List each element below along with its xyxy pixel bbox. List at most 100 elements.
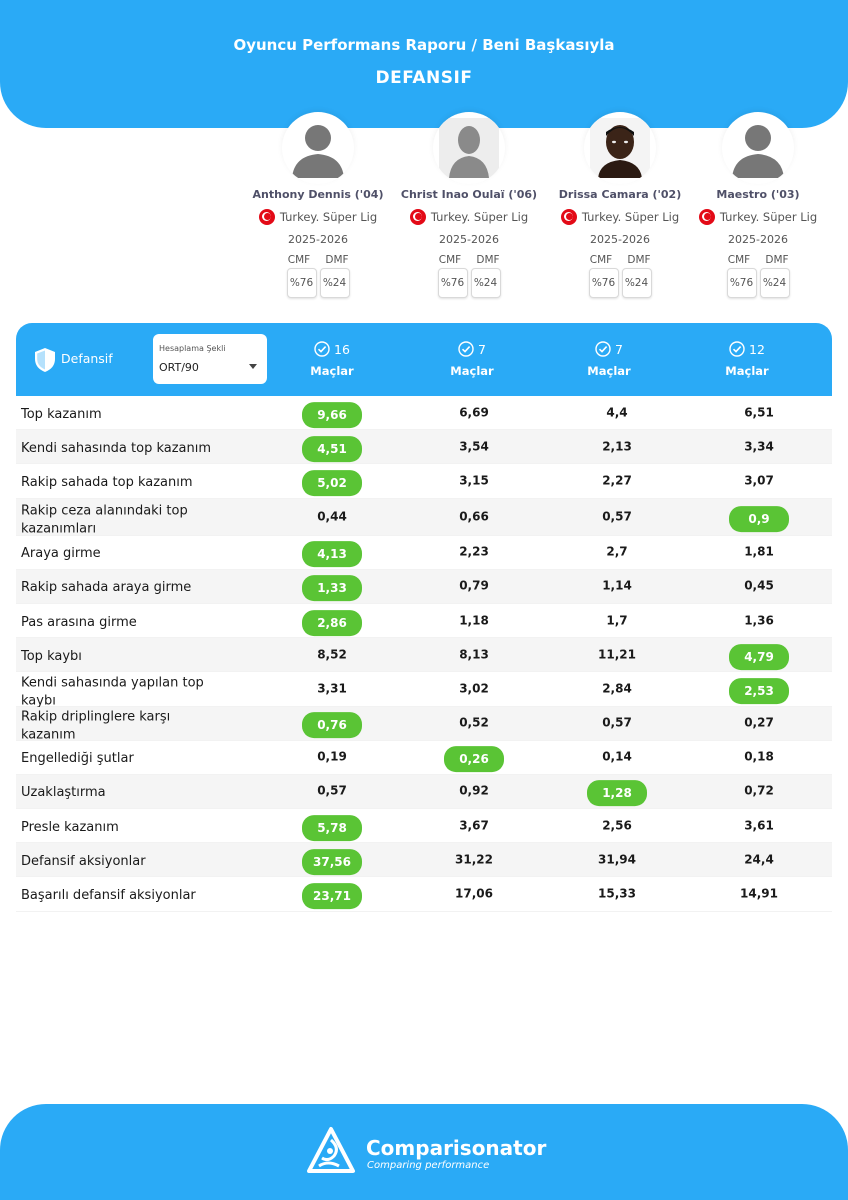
table-row: Top kazanım 9,66 6,69 4,4 6,51 [16,396,832,431]
table-row: Başarılı defansif aksiyonlar 23,71 17,06 15… [16,877,832,912]
check-circle-icon [314,341,330,357]
player-name: Maestro ('03) [716,188,800,201]
metric-value: 0,72 [744,783,774,798]
match-count-column: 16 Maçlar [282,341,382,378]
best-value-badge: 2,53 [729,677,789,704]
table-row: Engellediği şutlar 0,19 0,26 0,14 0,18 [16,741,832,775]
metric-value: 1,14 [602,578,632,593]
position-labels: CMF DMF [727,254,789,266]
player-avatar [722,112,794,184]
player-avatar [282,112,354,184]
best-value-badge: 5,02 [302,470,362,497]
table-row: Kendi sahasında yapılan top kaybı 3,31 3,0… [16,672,832,709]
match-count: 16 [334,341,350,357]
metric-value: 3,67 [459,817,489,832]
check-circle-icon [729,341,745,357]
stats-table: Top kazanım 9,66 6,69 4,4 6,51 Kendi sahasınd… [16,396,832,912]
best-value-badge: 4,13 [302,541,362,568]
silhouette-icon [439,118,499,178]
table-row: Rakip driplinglere karşı kazanım 0,76 0,52… [16,706,832,743]
metric-value: 31,94 [598,852,636,867]
metric-label: Kendi sahasında yapılan top kaybı [21,675,204,709]
player-card: Anthony Dennis ('04) Turkey. Süper Lig 2… [243,112,393,298]
table-row: Top kaybı 8,52 8,13 11,21 4,79 [16,638,832,673]
turkey-flag-icon [409,209,426,225]
player-card: Christ Inao Oulaï ('06) Turkey. Süper Li… [394,112,544,298]
shield-icon [35,348,55,372]
metric-label: Rakip ceza alanındaki top kazanımları [21,503,188,537]
best-value-badge: 4,51 [302,435,362,462]
metric-label: Rakip driplinglere karşı kazanım [21,709,171,743]
match-count-column: 7 Maçlar [559,341,659,378]
metric-value: 0,27 [744,715,774,730]
chevron-down-icon [249,364,257,369]
report-header: Oyuncu Performans Raporu / Beni Başkasıy… [0,0,848,128]
player-avatar [584,112,656,184]
metric-label: Araya girme [21,545,101,561]
table-row: Kendi sahasında top kazanım 4,51 3,54 2,13 3… [16,430,832,465]
brand-tagline: Comparing performance [367,1160,490,1171]
section-label: Defansif [61,351,113,366]
metric-value: 0,52 [459,715,489,730]
metric-label: Defansif aksiyonlar [21,853,146,869]
best-value-badge: 0,76 [302,712,362,739]
player-league: Turkey. Süper Lig [683,209,833,225]
metric-value: 3,15 [459,473,489,488]
metric-value: 2,23 [459,544,489,559]
metric-value: 24,4 [744,852,774,867]
match-count: 7 [478,341,486,357]
player-league: Turkey. Süper Lig [394,209,544,225]
position-box: %24 [470,268,501,298]
silhouette-icon [292,125,344,178]
position-values: %76 %24 [243,268,393,298]
turkey-flag-icon [258,209,275,225]
matches-label: Maçlar [310,364,354,378]
matches-label: Maçlar [450,364,494,378]
metric-value: 2,56 [602,817,632,832]
player-league: Turkey. Süper Lig [243,209,393,225]
check-circle-icon [595,341,611,357]
best-value-badge: 4,79 [729,643,789,670]
metric-value: 1,18 [459,612,489,627]
metric-value: 0,45 [744,578,774,593]
best-value-badge: 9,66 [302,401,362,428]
metric-value: 0,57 [602,508,632,523]
metric-label: Top kazanım [21,406,102,422]
match-count: 7 [615,341,623,357]
metric-value: 3,34 [744,439,774,454]
metric-value: 4,4 [606,404,628,419]
position-box: %76 [726,268,757,298]
metric-value: 17,06 [455,886,493,901]
best-value-badge: 23,71 [302,883,362,910]
metric-value: 3,02 [459,681,489,696]
player-name: Drissa Camara ('02) [558,188,682,201]
metric-value: 11,21 [598,647,636,662]
table-row: Uzaklaştırma 0,57 0,92 1,28 0,72 [16,774,832,810]
turkey-flag-icon [698,209,715,225]
metric-value: 0,14 [602,749,632,764]
metric-value: 0,57 [317,783,347,798]
position-box: %76 [437,268,468,298]
best-value-badge: 0,9 [729,505,789,532]
player-avatar [433,112,505,184]
match-count-column: 12 Maçlar [697,341,797,378]
table-row: Rakip sahada araya girme 1,33 0,79 1,14 0,45 [16,569,832,604]
player-card: Drissa Camara ('02) Turkey. Süper Lig 20… [545,112,695,298]
metric-label: Kendi sahasında top kazanım [21,440,212,456]
position-box: %24 [319,268,350,298]
player-season: 2025-2026 [288,233,348,246]
turkey-flag-icon [560,209,577,225]
table-row: Rakip sahada top kazanım 5,02 3,15 2,27 3,07 [16,464,832,499]
best-value-badge: 37,56 [302,848,362,875]
position-values: %76 %24 [683,268,833,298]
match-count: 12 [749,341,765,357]
metric-value: 3,61 [744,817,774,832]
metric-label: Uzaklaştırma [21,785,106,801]
best-value-badge: 5,78 [302,814,362,841]
metric-value: 2,13 [602,439,632,454]
metric-value: 1,81 [744,544,774,559]
calculation-select[interactable]: Hesaplama Şekli ORT/90 [153,334,267,384]
player-season: 2025-2026 [590,233,650,246]
metric-label: Presle kazanım [21,819,119,835]
metric-value: 0,19 [317,749,347,764]
